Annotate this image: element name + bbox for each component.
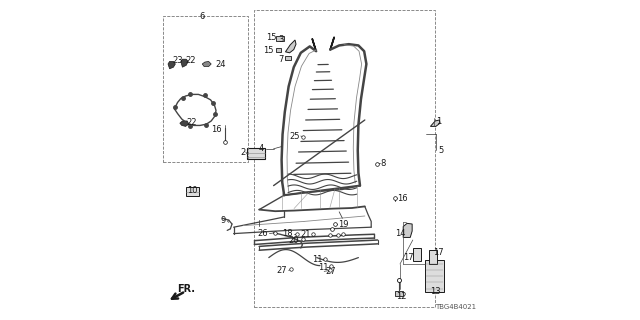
Polygon shape bbox=[403, 223, 412, 237]
Text: 14: 14 bbox=[396, 229, 406, 238]
Text: 11: 11 bbox=[312, 255, 323, 264]
Text: 13: 13 bbox=[430, 287, 440, 296]
Text: 2: 2 bbox=[241, 148, 246, 156]
Text: 22: 22 bbox=[187, 118, 197, 127]
Bar bbox=[429, 250, 437, 264]
Text: 11: 11 bbox=[318, 263, 329, 272]
Text: 17: 17 bbox=[403, 253, 413, 262]
Bar bbox=[247, 148, 265, 159]
Text: 18: 18 bbox=[282, 229, 293, 238]
Bar bbox=[254, 10, 435, 307]
Polygon shape bbox=[202, 61, 211, 67]
Text: 5: 5 bbox=[438, 146, 444, 155]
Text: FR.: FR. bbox=[178, 284, 196, 294]
Text: 3: 3 bbox=[279, 35, 284, 44]
Text: TBG4B4021: TBG4B4021 bbox=[435, 304, 476, 310]
Polygon shape bbox=[285, 40, 296, 53]
Text: 16: 16 bbox=[397, 194, 408, 203]
Polygon shape bbox=[181, 59, 188, 67]
Text: 22: 22 bbox=[185, 56, 195, 65]
Text: 15: 15 bbox=[266, 33, 277, 42]
Polygon shape bbox=[180, 121, 189, 126]
Text: 4: 4 bbox=[259, 144, 264, 153]
Polygon shape bbox=[168, 61, 175, 69]
Text: 1: 1 bbox=[436, 117, 441, 126]
Text: 27: 27 bbox=[276, 266, 287, 275]
Text: 26: 26 bbox=[257, 229, 268, 238]
Text: 7: 7 bbox=[279, 55, 284, 64]
Text: 21: 21 bbox=[301, 230, 312, 239]
Bar bbox=[186, 187, 199, 196]
Text: 15: 15 bbox=[263, 46, 274, 55]
Bar bbox=[425, 260, 444, 292]
Bar bbox=[276, 36, 284, 41]
Text: 23: 23 bbox=[172, 56, 183, 65]
Text: 6: 6 bbox=[200, 12, 205, 20]
Text: 20: 20 bbox=[289, 236, 300, 245]
Bar bbox=[396, 291, 403, 296]
Text: 8: 8 bbox=[380, 159, 385, 168]
Text: 24: 24 bbox=[215, 60, 225, 68]
Text: 9: 9 bbox=[220, 216, 226, 225]
Text: 12: 12 bbox=[396, 292, 406, 301]
Text: 17: 17 bbox=[433, 248, 444, 257]
Text: 19: 19 bbox=[338, 220, 348, 229]
Text: 27: 27 bbox=[326, 267, 336, 276]
Text: 25: 25 bbox=[289, 132, 300, 140]
Bar bbox=[275, 48, 282, 52]
Bar bbox=[285, 56, 291, 60]
Bar bbox=[413, 248, 422, 261]
Text: 10: 10 bbox=[188, 186, 198, 195]
Text: 16: 16 bbox=[211, 125, 221, 134]
Bar bbox=[163, 16, 248, 162]
Polygon shape bbox=[430, 120, 440, 126]
